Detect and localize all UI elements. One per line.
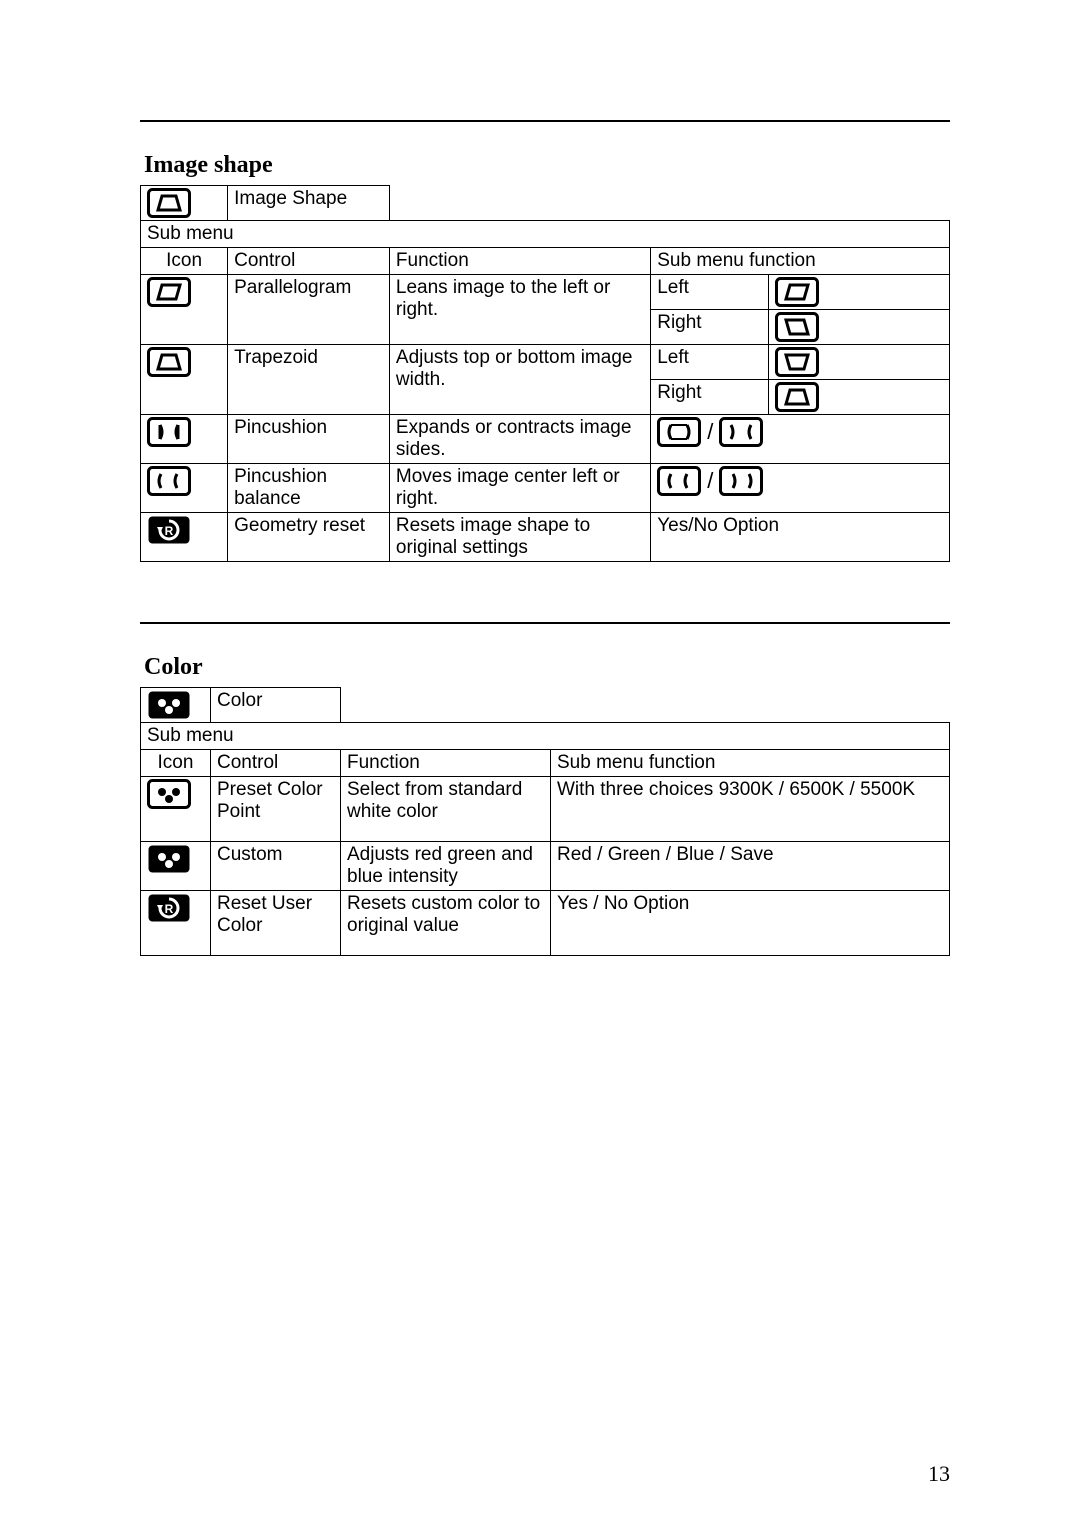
trapezoid-control: Trapezoid: [228, 345, 390, 415]
col-control: Control: [211, 750, 341, 777]
sub-menu-label: Sub menu: [141, 221, 950, 248]
parallelogram-icon: [141, 275, 228, 345]
image-shape-icon: [141, 186, 228, 221]
geometry-reset-control: Geometry reset: [228, 513, 390, 562]
reset-user-color-icon: [141, 891, 211, 956]
section-title-color: Color: [144, 654, 950, 681]
image-shape-header-label: Image Shape: [228, 186, 390, 221]
trapezoid-sub-left: Left: [651, 345, 769, 380]
trapezoid-sub-right: Right: [651, 380, 769, 415]
trapezoid-function: Adjusts top or bottom image width.: [389, 345, 650, 415]
table-row: Icon Control Function Sub menu function: [141, 750, 950, 777]
color-table: Color Sub menu Icon Control Function Sub…: [140, 687, 950, 956]
pincushion-out-icon: [719, 417, 763, 447]
color-header-icon: [141, 688, 211, 723]
geometry-reset-function: Resets image shape to original settings: [389, 513, 650, 562]
col-control: Control: [228, 248, 390, 275]
custom-color-function: Adjusts red green and blue intensity: [341, 842, 551, 891]
pinbalance-subicons: /: [651, 464, 950, 513]
custom-color-control: Custom: [211, 842, 341, 891]
table-row: Trapezoid Adjusts top or bottom image wi…: [141, 345, 950, 380]
pincushion-in-icon: [657, 417, 701, 447]
trapezoid-icon: [141, 345, 228, 415]
pincushion-function: Expands or contracts image sides.: [389, 415, 650, 464]
table-row: Custom Adjusts red green and blue intens…: [141, 842, 950, 891]
parallelogram-left-icon: [769, 275, 950, 310]
pincushion-control: Pincushion: [228, 415, 390, 464]
trapezoid-right-icon: [769, 380, 950, 415]
table-row: Icon Control Function Sub menu function: [141, 248, 950, 275]
preset-color-control: Preset Color Point: [211, 777, 341, 842]
pinbalance-left-icon: [657, 466, 701, 496]
table-row: Sub menu: [141, 221, 950, 248]
pincushion-icon: [141, 415, 228, 464]
table-row: Geometry reset Resets image shape to ori…: [141, 513, 950, 562]
table-row: Image Shape: [141, 186, 950, 221]
color-header-label: Color: [211, 688, 341, 723]
custom-color-subfunc: Red / Green / Blue / Save: [551, 842, 950, 891]
parallelogram-function: Leans image to the left or right.: [389, 275, 650, 345]
table-row: Sub menu: [141, 723, 950, 750]
parallelogram-right-icon: [769, 310, 950, 345]
page-number: 13: [928, 1461, 950, 1487]
preset-color-icon: [141, 777, 211, 842]
col-subfunc: Sub menu function: [551, 750, 950, 777]
color-sub-menu-label: Sub menu: [141, 723, 950, 750]
col-function: Function: [341, 750, 551, 777]
section-rule: [140, 622, 950, 624]
parallelogram-sub-right: Right: [651, 310, 769, 345]
table-row: Pincushion balance Moves image center le…: [141, 464, 950, 513]
trapezoid-left-icon: [769, 345, 950, 380]
col-icon: Icon: [141, 750, 211, 777]
pinbalance-control: Pincushion balance: [228, 464, 390, 513]
table-row: Color: [141, 688, 950, 723]
table-row: Parallelogram Leans image to the left or…: [141, 275, 950, 310]
parallelogram-control: Parallelogram: [228, 275, 390, 345]
image-shape-table: Image Shape Sub menu Icon Control Functi…: [140, 185, 950, 562]
pinbalance-icon: [141, 464, 228, 513]
geometry-reset-icon: [141, 513, 228, 562]
reset-user-color-function: Resets custom color to original value: [341, 891, 551, 956]
manual-page: Image shape Image Shape Sub menu Icon Co…: [0, 0, 1080, 1527]
col-icon: Icon: [141, 248, 228, 275]
pinbalance-right-icon: [719, 466, 763, 496]
reset-user-color-subfunc: Yes / No Option: [551, 891, 950, 956]
custom-color-icon: [141, 842, 211, 891]
reset-user-color-control: Reset User Color: [211, 891, 341, 956]
preset-color-function: Select from standard white color: [341, 777, 551, 842]
table-row: Reset User Color Resets custom color to …: [141, 891, 950, 956]
parallelogram-sub-left: Left: [651, 275, 769, 310]
geometry-reset-subfunc: Yes/No Option: [651, 513, 950, 562]
col-subfunc: Sub menu function: [651, 248, 950, 275]
pinbalance-function: Moves image center left or right.: [389, 464, 650, 513]
section-title-image-shape: Image shape: [144, 152, 950, 179]
col-function: Function: [389, 248, 650, 275]
section-rule: [140, 120, 950, 122]
pincushion-subicons: /: [651, 415, 950, 464]
table-row: Preset Color Point Select from standard …: [141, 777, 950, 842]
preset-color-subfunc: With three choices 9300K / 6500K / 5500K: [551, 777, 950, 842]
table-row: Pincushion Expands or contracts image si…: [141, 415, 950, 464]
